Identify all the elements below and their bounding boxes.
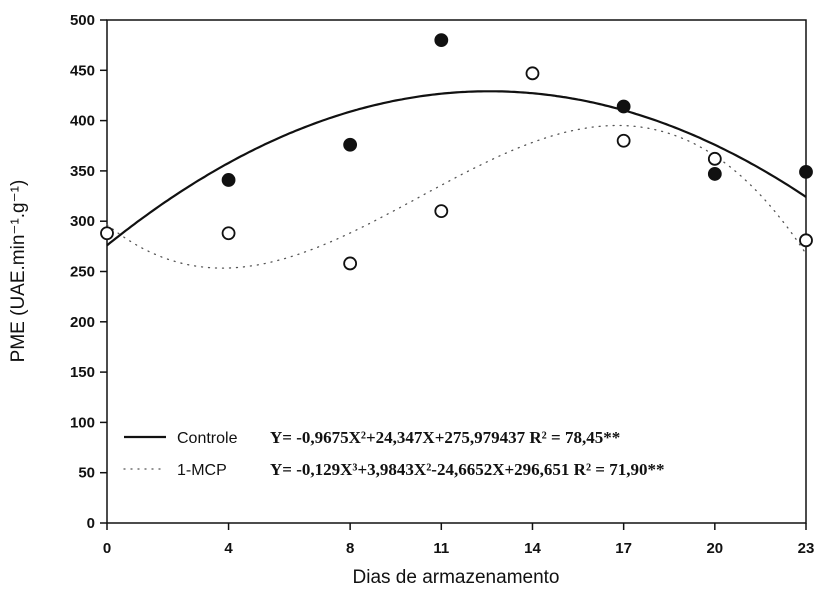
x-tick-label: 17 (615, 540, 632, 557)
legend-equation: Y= -0,129X³+3,9843X²-24,6652X+296,651 R²… (270, 460, 665, 479)
x-tick-label: 8 (346, 540, 354, 557)
y-axis-title: PME (UAE.min⁻¹.g⁻¹) (8, 180, 29, 363)
x-axis-title: Dias de armazenamento (353, 567, 560, 588)
1mcp-point (221, 226, 236, 241)
1mcp-point (525, 66, 540, 81)
legend-equation: Y= -0,9675X²+24,347X+275,979437 R² = 78,… (270, 428, 620, 447)
y-tick-label: 300 (70, 213, 95, 230)
y-tick-label: 50 (78, 465, 95, 482)
x-tick-label: 20 (706, 540, 723, 557)
1mcp-point (434, 204, 449, 219)
1mcp-point (343, 256, 358, 271)
controle-point (221, 173, 236, 187)
data-points (100, 33, 813, 271)
controle-point (434, 33, 449, 48)
fit-curve-1mcp (106, 124, 807, 269)
1mcp-point (799, 233, 813, 248)
x-tick-label: 11 (433, 540, 449, 557)
1mcp-point (707, 151, 722, 166)
legend-series-name: 1-MCP (177, 462, 227, 479)
y-tick-label: 500 (70, 12, 95, 29)
1mcp-point (616, 133, 631, 148)
plot-frame (106, 19, 807, 524)
x-tick-label: 23 (798, 540, 815, 557)
y-tick-label: 200 (70, 314, 95, 331)
y-tick-label: 350 (70, 163, 95, 180)
y-tick-label: 0 (87, 515, 95, 532)
axes: 0 50 100 150 200 250 300 350 400 450 500 0 4 8 11 14 17 2… (70, 12, 814, 557)
y-tick-label: 250 (70, 264, 95, 281)
1mcp-point (100, 226, 114, 241)
controle-point (707, 167, 722, 181)
controle-point (343, 137, 358, 152)
y-tick-label: 150 (70, 364, 95, 381)
x-tick-label: 0 (103, 540, 111, 557)
legend-series-name: Controle (177, 430, 238, 447)
y-tick-label: 100 (70, 414, 95, 431)
controle-point (799, 165, 813, 179)
fit-curve-controle (106, 90, 807, 247)
y-tick-label: 400 (70, 113, 95, 130)
x-tick-label: 14 (524, 540, 541, 557)
legend: Controle Y= -0,9675X²+24,347X+275,979437 … (123, 428, 665, 479)
x-tick-label: 4 (224, 540, 233, 557)
y-tick-label: 450 (70, 62, 95, 79)
controle-point (616, 99, 631, 114)
fit-curves (106, 90, 807, 269)
